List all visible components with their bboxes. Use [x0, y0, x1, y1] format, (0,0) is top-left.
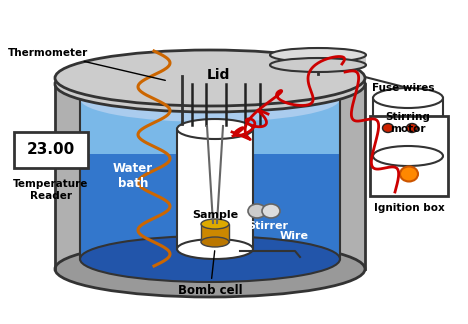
FancyBboxPatch shape — [370, 116, 448, 196]
Ellipse shape — [55, 50, 365, 106]
Polygon shape — [80, 99, 340, 154]
Text: Thermometer: Thermometer — [8, 48, 165, 80]
Polygon shape — [373, 98, 443, 156]
Ellipse shape — [55, 56, 365, 112]
Ellipse shape — [382, 123, 394, 133]
Text: 23.00: 23.00 — [27, 143, 75, 157]
Polygon shape — [80, 99, 340, 259]
Polygon shape — [201, 224, 229, 242]
Ellipse shape — [373, 88, 443, 108]
Text: Bomb cell: Bomb cell — [178, 251, 242, 297]
Ellipse shape — [201, 237, 229, 247]
Ellipse shape — [55, 241, 365, 297]
Polygon shape — [55, 84, 365, 269]
Text: Sample: Sample — [192, 210, 238, 220]
Ellipse shape — [407, 123, 417, 133]
FancyBboxPatch shape — [14, 132, 88, 168]
Ellipse shape — [80, 236, 340, 282]
Ellipse shape — [80, 76, 340, 122]
Ellipse shape — [373, 146, 443, 166]
Text: Fuse wires: Fuse wires — [372, 83, 434, 93]
Ellipse shape — [177, 239, 253, 259]
Ellipse shape — [270, 48, 366, 62]
Text: Lid: Lid — [206, 68, 230, 82]
Text: Water
bath: Water bath — [113, 162, 153, 190]
Text: Stirrer: Stirrer — [248, 221, 288, 231]
Text: Stirring
motor: Stirring motor — [386, 112, 431, 134]
Ellipse shape — [177, 119, 253, 139]
Text: Temperature
Reader: Temperature Reader — [13, 179, 89, 201]
Polygon shape — [270, 55, 366, 65]
Ellipse shape — [270, 58, 366, 72]
Text: Ignition box: Ignition box — [373, 203, 445, 213]
Text: Wire: Wire — [279, 231, 308, 241]
Ellipse shape — [400, 167, 418, 181]
Ellipse shape — [201, 219, 229, 229]
Polygon shape — [177, 129, 253, 249]
Ellipse shape — [248, 204, 266, 218]
Ellipse shape — [262, 204, 280, 218]
